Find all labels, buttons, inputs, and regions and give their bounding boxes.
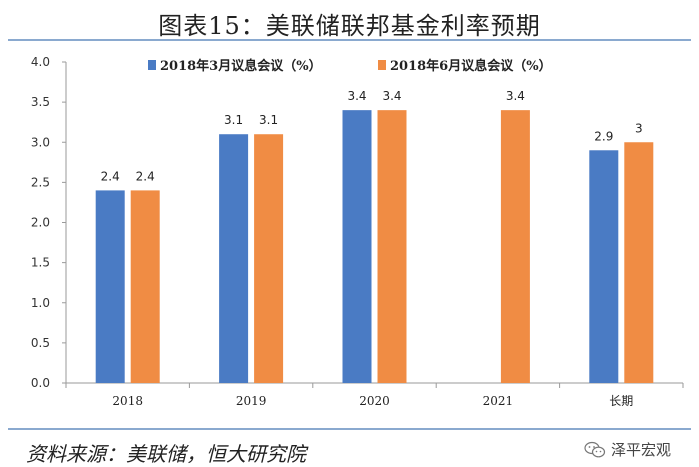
chart-bars (95, 110, 654, 384)
bar (95, 190, 125, 383)
x-category-label: 2018 (112, 394, 143, 408)
watermark-text: 泽平宏观 (611, 441, 672, 459)
chart-title: 图表15：美联储联邦基金利率预期 (158, 12, 541, 40)
footer-divider (8, 428, 691, 430)
x-category-label: 2021 (483, 394, 514, 408)
legend-swatch (148, 60, 156, 70)
bar (219, 134, 249, 383)
bar (624, 142, 654, 383)
data-label: 3.1 (224, 113, 243, 127)
chat-bubble-icon (584, 441, 606, 457)
data-label: 3.4 (506, 89, 525, 103)
data-label: 3.1 (259, 113, 278, 127)
x-category-label: 长期 (609, 394, 633, 408)
bar (377, 110, 407, 384)
data-label: 2.4 (136, 169, 155, 183)
watermark: 泽平宏观 (584, 439, 671, 460)
legend-label: 2018年6月议息会议（%） (390, 58, 552, 74)
bar (254, 134, 284, 383)
y-tick-label: 1.0 (31, 296, 50, 310)
y-tick-label: 0.5 (31, 336, 50, 350)
bar (589, 150, 619, 383)
y-tick-label: 1.5 (31, 256, 50, 270)
data-label: 3.4 (382, 89, 401, 103)
source-note: 资料来源：美联储，恒大研究院 (26, 442, 306, 466)
x-category-label: 2019 (236, 394, 267, 408)
chart-data-labels: 2.4 3.1 3.4 2.9 2.4 3.1 3.4 3.4 3 (101, 89, 643, 183)
bar-chart: 0.0 0.5 1.0 1.5 2.0 2.5 3.0 3.5 4.0 2018 2019 2020 2… (31, 55, 684, 408)
chart-legend: 2018年3月议息会议（%） 2018年6月议息会议（%） (148, 58, 552, 74)
y-tick-label: 2.0 (31, 216, 50, 230)
y-tick-label: 3.5 (31, 95, 50, 109)
y-tick-label: 2.5 (31, 175, 50, 189)
data-label: 3.4 (347, 89, 366, 103)
bar (130, 190, 160, 383)
legend-label: 2018年3月议息会议（%） (160, 58, 322, 74)
data-label: 2.4 (101, 169, 120, 183)
data-label: 2.9 (594, 129, 613, 143)
title-divider (8, 39, 691, 41)
chart-axes: 0.0 0.5 1.0 1.5 2.0 2.5 3.0 3.5 4.0 2018 2019 2020 2… (31, 55, 684, 408)
data-label: 3 (635, 121, 643, 135)
y-tick-label: 4.0 (31, 55, 50, 69)
bar (500, 110, 530, 384)
y-tick-label: 0.0 (31, 376, 50, 390)
x-category-label: 2020 (359, 394, 390, 408)
legend-swatch (378, 60, 386, 70)
bar (342, 110, 372, 384)
y-tick-label: 3.0 (31, 135, 50, 149)
